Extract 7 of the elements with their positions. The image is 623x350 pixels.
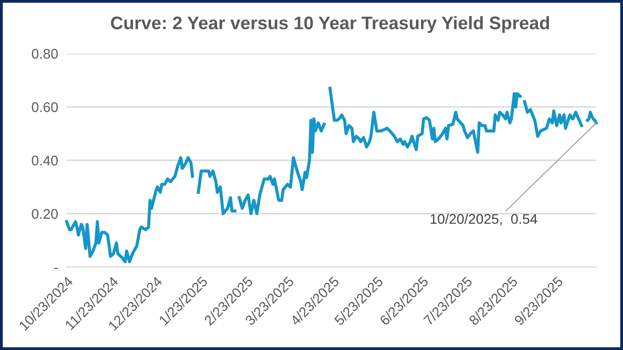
chart-title: Curve: 2 Year versus 10 Year Treasury Yield Spread: [110, 16, 550, 33]
y-tick-label: 0.40: [32, 156, 58, 166]
y-tick-label: 0.60: [32, 102, 58, 112]
annotation: 10/20/2025, 0.54: [430, 214, 538, 226]
y-tick-label: 0.20: [32, 209, 58, 219]
y-tick-label: -: [54, 268, 58, 269]
y-tick-label: 0.80: [32, 48, 58, 59]
